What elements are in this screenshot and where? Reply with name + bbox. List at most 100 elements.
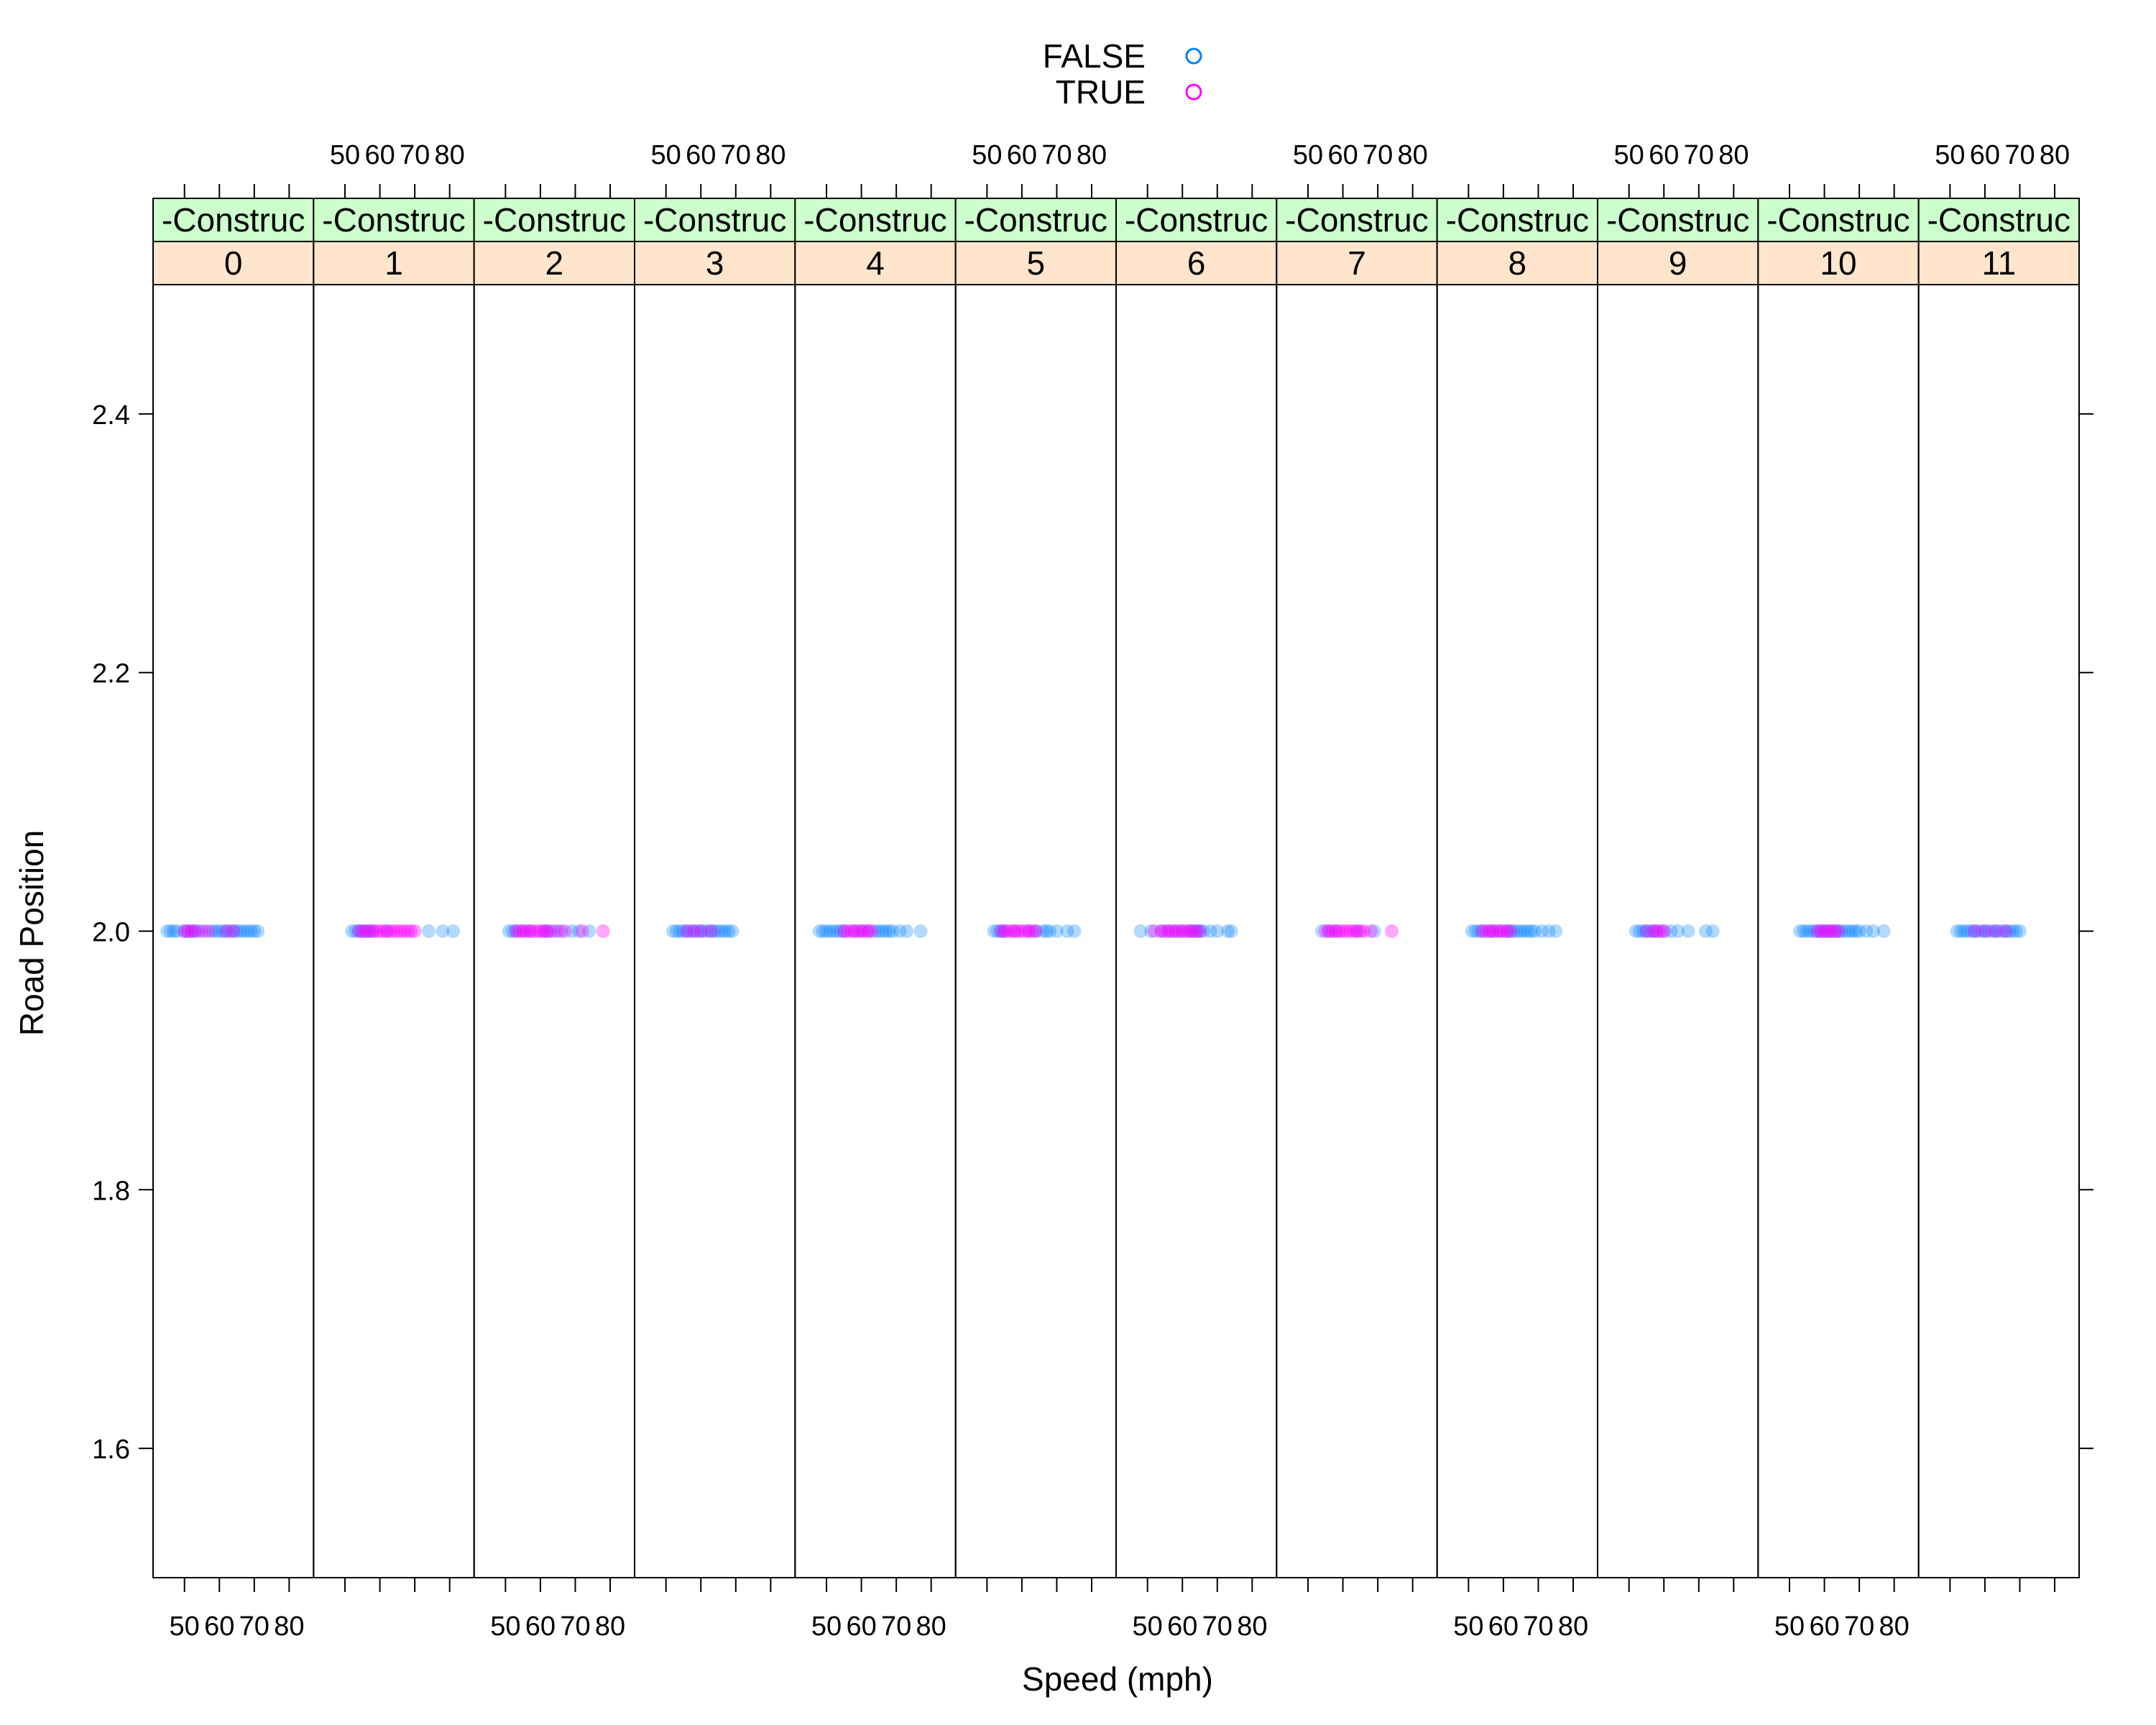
- point-true: [1500, 924, 1514, 938]
- point-true: [1503, 924, 1518, 938]
- y-tick-label: 2.0: [92, 918, 130, 948]
- point-true: [400, 924, 415, 938]
- point-true: [1342, 924, 1357, 938]
- point-false: [1838, 924, 1853, 938]
- point-false: [1807, 924, 1821, 938]
- point-false: [687, 924, 701, 938]
- point-false: [694, 924, 708, 938]
- x-tick-label-top: 80: [1398, 140, 1428, 170]
- point-false: [2012, 924, 2027, 938]
- point-true: [379, 924, 394, 938]
- point-true: [1657, 924, 1671, 938]
- point-true: [1336, 924, 1350, 938]
- point-false: [1196, 924, 1210, 938]
- point-false: [247, 924, 262, 938]
- point-true: [1182, 924, 1197, 938]
- point-false: [1974, 924, 1989, 938]
- point-false: [582, 924, 596, 938]
- x-tick-label: 80: [595, 1611, 625, 1642]
- point-false: [1028, 924, 1043, 938]
- point-true: [543, 924, 558, 938]
- point-false: [1828, 924, 1842, 938]
- point-true: [1485, 924, 1500, 938]
- x-tick-label: 80: [1879, 1611, 1909, 1642]
- point-false: [669, 924, 683, 938]
- point-true: [694, 924, 708, 938]
- x-tick-label: 60: [1809, 1611, 1839, 1642]
- point-false: [708, 924, 722, 938]
- point-true: [366, 924, 380, 938]
- point-true: [840, 924, 854, 938]
- point-false: [879, 924, 893, 938]
- point-false: [505, 924, 520, 938]
- point-false: [1186, 924, 1200, 938]
- strip-inner: [1115, 241, 1278, 285]
- point-false: [540, 924, 555, 938]
- point-false: [823, 924, 837, 938]
- point-true: [1008, 924, 1022, 938]
- point-false: [875, 924, 890, 938]
- point-false: [819, 924, 834, 938]
- strip-outer: [954, 198, 1117, 242]
- strip-inner-label: 7: [1348, 244, 1366, 282]
- strip-outer-label: -Construc: [1446, 201, 1589, 239]
- point-false: [502, 924, 516, 938]
- point-false: [1705, 924, 1720, 938]
- point-false: [1521, 924, 1535, 938]
- point-true: [1475, 924, 1490, 938]
- point-false: [2009, 924, 2024, 938]
- point-true: [1653, 924, 1667, 938]
- point-false: [680, 924, 694, 938]
- point-false: [244, 924, 258, 938]
- x-tick-label: 60: [525, 1611, 556, 1642]
- point-false: [1049, 924, 1064, 938]
- point-true: [1650, 924, 1664, 938]
- point-false: [1067, 924, 1082, 938]
- point-false: [1043, 924, 1057, 938]
- point-true: [202, 924, 216, 938]
- strip-outer-label: -Construc: [964, 201, 1107, 239]
- strip-outer-label: -Construc: [483, 201, 626, 239]
- strip-outer-label: -Construc: [1766, 201, 1909, 239]
- point-false: [868, 924, 883, 938]
- point-false: [160, 924, 174, 938]
- point-false: [1953, 924, 1968, 938]
- strip-inner: [634, 241, 796, 285]
- point-false: [718, 924, 732, 938]
- point-true: [537, 924, 551, 938]
- point-true: [1000, 924, 1015, 938]
- point-false: [1810, 924, 1825, 938]
- strip-outer-label: -Construc: [1927, 201, 2070, 239]
- point-true: [558, 924, 572, 938]
- point-false: [1465, 924, 1479, 938]
- point-false: [847, 924, 862, 938]
- point-false: [1866, 924, 1881, 938]
- point-true: [857, 924, 872, 938]
- point-false: [1820, 924, 1835, 938]
- x-tick-label: 60: [1167, 1611, 1197, 1642]
- point-true: [1385, 924, 1399, 938]
- point-false: [1154, 924, 1169, 938]
- strip-inner-label: 4: [866, 244, 885, 282]
- point-false: [1517, 924, 1531, 938]
- point-true: [1179, 924, 1193, 938]
- strip-inner-label: 9: [1669, 244, 1687, 282]
- point-true: [861, 924, 875, 938]
- point-true: [387, 924, 401, 938]
- point-false: [178, 924, 192, 938]
- point-false: [872, 924, 886, 938]
- point-true: [865, 924, 879, 938]
- point-false: [1632, 924, 1646, 938]
- point-false: [722, 924, 736, 938]
- point-false: [1475, 924, 1490, 938]
- point-true: [1489, 924, 1503, 938]
- point-false: [226, 924, 241, 938]
- legend-label: TRUE: [1056, 73, 1146, 111]
- strip-outer-label: -Construc: [1125, 201, 1268, 239]
- strip-outer: [1597, 198, 1759, 242]
- point-true: [397, 924, 412, 938]
- x-tick-label: 50: [170, 1611, 200, 1642]
- strip-inner: [313, 241, 475, 285]
- point-false: [565, 924, 579, 938]
